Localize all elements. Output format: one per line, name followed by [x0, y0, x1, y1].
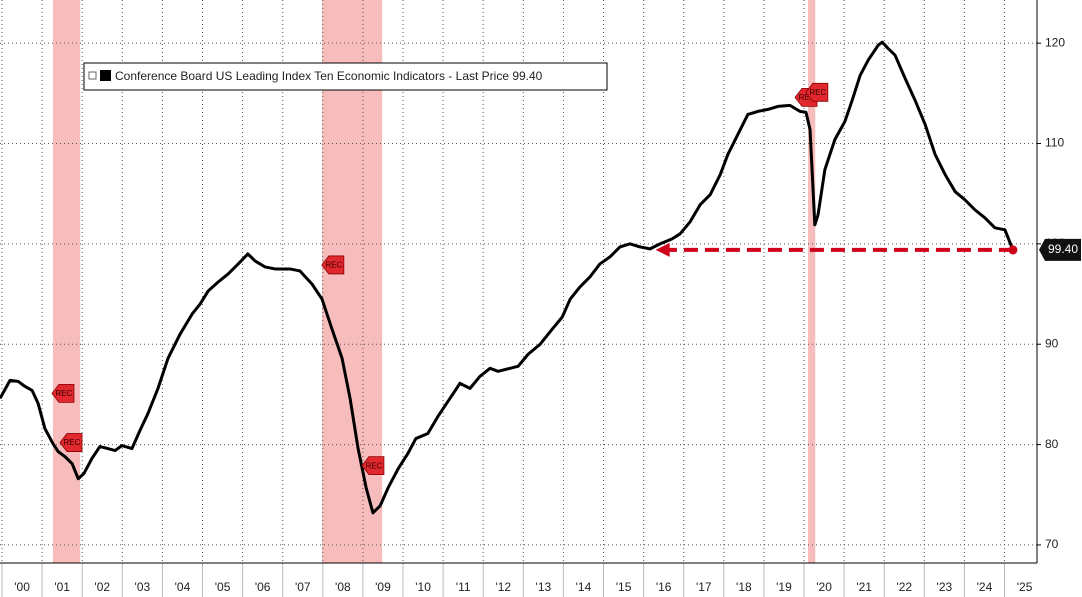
rec-label: REC: [799, 93, 816, 102]
legend-swatch: [100, 70, 111, 81]
mid-layer: [0, 40, 1015, 515]
rec-marker: [321, 255, 345, 275]
data-line: [0, 40, 1015, 515]
last-price-tag: [1039, 238, 1081, 261]
recession-band: [808, 0, 816, 563]
x-tick-label: '23: [937, 580, 953, 594]
rec-label: REC: [809, 88, 826, 97]
legend-toggle: [88, 71, 97, 80]
x-tick-label: '06: [255, 580, 271, 594]
x-tick-label: '12: [495, 580, 511, 594]
last-price-dot: [1008, 245, 1018, 255]
x-tick-label: '00: [14, 580, 30, 594]
x-tick-label: '24: [977, 580, 993, 594]
rec-label: REC: [64, 438, 81, 447]
x-tick-label: '11: [456, 580, 471, 594]
last-price-label: 99.40: [1048, 242, 1078, 256]
x-tick-label: '02: [94, 580, 110, 594]
recession-band: [52, 0, 81, 563]
x-tick-label: '15: [616, 580, 632, 594]
y-tick-label: 90: [1045, 336, 1059, 350]
x-tick-label: '10: [415, 580, 431, 594]
x-tick-label: '05: [215, 580, 231, 594]
x-tick-label: '25: [1017, 580, 1033, 594]
x-tick-label: '20: [816, 580, 832, 594]
x-tick-label: '03: [135, 580, 151, 594]
x-tick-label: '19: [776, 580, 792, 594]
x-tick-label: '13: [536, 580, 552, 594]
rec-marker: [59, 433, 83, 452]
x-tick-label: '08: [335, 580, 351, 594]
front-layer: Conference Board US Leading Index Ten Ec…: [51, 62, 1081, 476]
legend-text: Conference Board US Leading Index Ten Ec…: [115, 69, 543, 83]
rec-marker: [805, 82, 829, 102]
y-tick-label: 70: [1045, 537, 1059, 551]
rec-marker: [51, 383, 75, 403]
legend-box: [83, 62, 608, 91]
y-tick-label: 120: [1045, 35, 1065, 49]
rec-label: REC: [365, 461, 382, 470]
arrow-head: [655, 242, 670, 257]
x-tick-label: '01: [54, 580, 70, 594]
x-tick-label: '16: [656, 580, 672, 594]
x-tick-label: '07: [295, 580, 311, 594]
rec-label: REC: [325, 261, 342, 270]
x-tick-label: '22: [896, 580, 912, 594]
rec-label: REC: [56, 389, 73, 398]
x-tick-label: '04: [175, 580, 191, 594]
x-tick-label: '17: [696, 580, 712, 594]
x-tick-label: '09: [375, 580, 391, 594]
y-tick-label: 80: [1045, 437, 1059, 451]
x-tick-label: '14: [576, 580, 592, 594]
rec-marker: [361, 456, 385, 476]
y-tick-label: 110: [1045, 136, 1064, 150]
x-tick-label: '18: [736, 580, 752, 594]
x-tick-label: '21: [856, 580, 872, 594]
